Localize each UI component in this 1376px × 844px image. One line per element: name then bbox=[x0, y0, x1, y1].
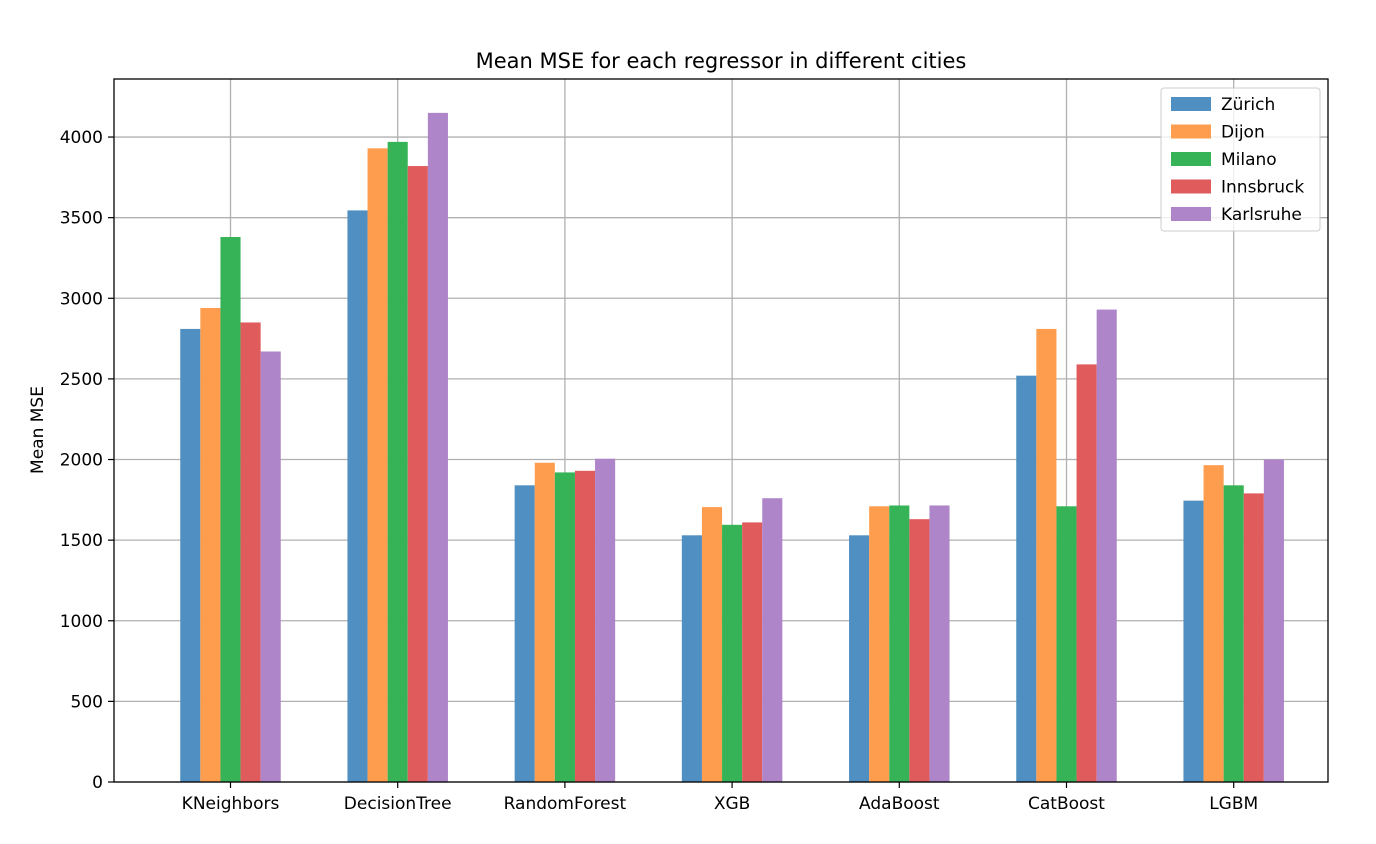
y-tick-label: 3500 bbox=[60, 209, 103, 229]
bar-0-3 bbox=[240, 322, 261, 782]
bar-6-0 bbox=[1183, 500, 1204, 782]
bar-0-4 bbox=[260, 351, 281, 782]
bar-3-4 bbox=[762, 498, 783, 782]
bar-5-1 bbox=[1036, 328, 1057, 782]
bar-6-2 bbox=[1223, 485, 1244, 782]
bar-4-4 bbox=[929, 505, 950, 782]
legend-swatch bbox=[1171, 207, 1211, 221]
bar-6-4 bbox=[1263, 459, 1284, 782]
x-tick-label: CatBoost bbox=[1028, 794, 1105, 814]
bar-4-3 bbox=[909, 519, 930, 782]
bar-2-2 bbox=[554, 472, 575, 782]
bar-1-0 bbox=[347, 210, 368, 782]
x-tick-label: AdaBoost bbox=[859, 794, 940, 814]
bar-1-2 bbox=[387, 141, 408, 782]
bar-2-4 bbox=[595, 458, 616, 782]
axis-ticks: 0 500 1000 1500 2000 2500 3000 3500 4000 KNeighbo… bbox=[60, 128, 1258, 814]
y-tick-label: 3000 bbox=[60, 289, 103, 309]
legend: Zürich Dijon Milano Innsbruck Karlsruhe bbox=[1160, 87, 1321, 232]
legend-label: Karlsruhe bbox=[1221, 205, 1302, 225]
legend-swatch bbox=[1171, 152, 1211, 166]
x-tick-label: RandomForest bbox=[504, 794, 627, 814]
bar-4-0 bbox=[849, 535, 870, 782]
legend-swatch bbox=[1171, 179, 1211, 194]
x-tick-label: XGB bbox=[714, 794, 750, 814]
plot-frame bbox=[113, 78, 1329, 783]
y-tick-label: 2500 bbox=[60, 370, 103, 390]
legend-box bbox=[1160, 87, 1321, 232]
y-tick-label: 2000 bbox=[60, 451, 103, 471]
bar-3-0 bbox=[681, 535, 702, 782]
bar-0-0 bbox=[180, 328, 201, 782]
bar-3-3 bbox=[742, 522, 763, 782]
bar-0-2 bbox=[220, 237, 241, 782]
bars bbox=[180, 112, 1284, 783]
y-axis-label: Mean MSE bbox=[28, 386, 48, 474]
y-tick-label: 500 bbox=[71, 692, 103, 712]
legend-label: Innsbruck bbox=[1221, 178, 1304, 198]
legend-label: Dijon bbox=[1221, 123, 1265, 143]
bar-5-2 bbox=[1056, 506, 1077, 782]
y-tick-label: 1500 bbox=[60, 531, 103, 551]
bar-0-1 bbox=[200, 307, 221, 782]
x-tick-label: KNeighbors bbox=[182, 794, 280, 814]
x-tick-label: DecisionTree bbox=[344, 794, 452, 814]
bar-2-1 bbox=[534, 462, 555, 782]
bar-6-1 bbox=[1203, 465, 1224, 782]
bar-1-1 bbox=[367, 148, 388, 782]
bar-2-3 bbox=[574, 470, 596, 782]
bar-2-0 bbox=[514, 485, 535, 782]
bar-3-1 bbox=[701, 507, 723, 782]
legend-label: Milano bbox=[1221, 150, 1277, 170]
y-tick-label: 4000 bbox=[60, 128, 103, 148]
y-tick-label: 0 bbox=[92, 773, 103, 793]
chart-title: Mean MSE for each regressor in different… bbox=[476, 49, 967, 73]
bar-3-2 bbox=[722, 524, 743, 782]
bar-5-3 bbox=[1076, 364, 1097, 782]
y-tick-label: 1000 bbox=[60, 612, 103, 632]
legend-swatch bbox=[1171, 97, 1211, 111]
legend-swatch bbox=[1171, 124, 1211, 139]
bar-5-0 bbox=[1016, 375, 1037, 782]
bar-5-4 bbox=[1096, 309, 1117, 782]
bar-6-3 bbox=[1243, 493, 1264, 782]
legend-label: Zürich bbox=[1221, 95, 1275, 115]
bar-1-4 bbox=[427, 112, 448, 782]
bar-4-1 bbox=[869, 506, 890, 782]
x-tick-label: LGBM bbox=[1209, 794, 1258, 814]
bar-4-2 bbox=[889, 505, 910, 782]
bar-1-3 bbox=[407, 166, 428, 783]
